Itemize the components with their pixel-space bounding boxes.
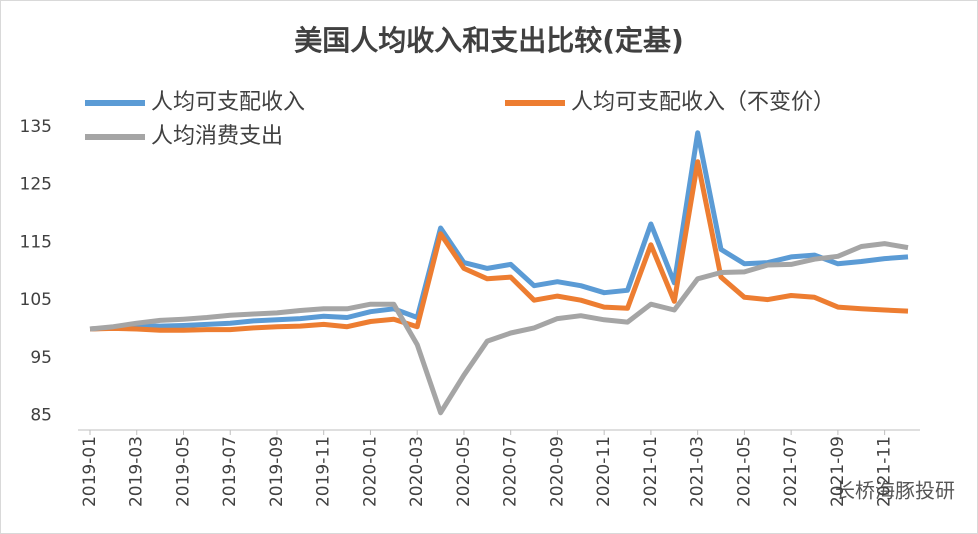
series-line: [89, 241, 909, 416]
x-tick-label: 2021-01: [641, 436, 661, 507]
series-line: [89, 159, 909, 333]
legend-label: 人均消费支出: [151, 124, 283, 149]
watermark: 长桥海豚投研: [835, 479, 955, 503]
legend-label: 人均可支配收入: [151, 90, 305, 115]
y-tick-label: 85: [30, 406, 52, 426]
x-tick-label: 2020-05: [454, 436, 474, 507]
x-tick-label: 2021-03: [688, 436, 708, 507]
y-tick-label: 135: [20, 117, 52, 137]
x-tick-label: 2020-01: [360, 436, 380, 507]
x-tick-label: 2020-07: [501, 436, 521, 507]
x-tick-label: 2019-03: [127, 436, 147, 507]
x-tick-label: 2019-01: [80, 436, 100, 507]
series-line: [89, 130, 909, 332]
x-tick-label: 2021-07: [781, 436, 801, 507]
y-tick-label: 115: [20, 232, 52, 252]
legend-label: 人均可支配收入（不变价）: [571, 90, 835, 115]
chart-title: 美国人均收入和支出比较(定基): [294, 24, 684, 57]
x-tick-label: 2019-09: [267, 436, 287, 507]
y-tick-label: 105: [20, 290, 52, 310]
x-tick-label: 2021-09: [828, 436, 848, 507]
y-tick-label: 95: [30, 348, 52, 368]
x-tick-label: 2020-03: [407, 436, 427, 507]
x-tick-label: 2021-05: [734, 436, 754, 507]
x-tick-label: 2019-11: [314, 436, 334, 507]
x-tick-label: 2019-07: [220, 436, 240, 507]
y-tick-label: 125: [20, 175, 52, 195]
x-tick-label: 2021-11: [875, 436, 895, 507]
x-tick-label: 2020-09: [547, 436, 567, 507]
x-tick-label: 2019-05: [173, 436, 193, 507]
x-tick-label: 2020-11: [594, 436, 614, 507]
